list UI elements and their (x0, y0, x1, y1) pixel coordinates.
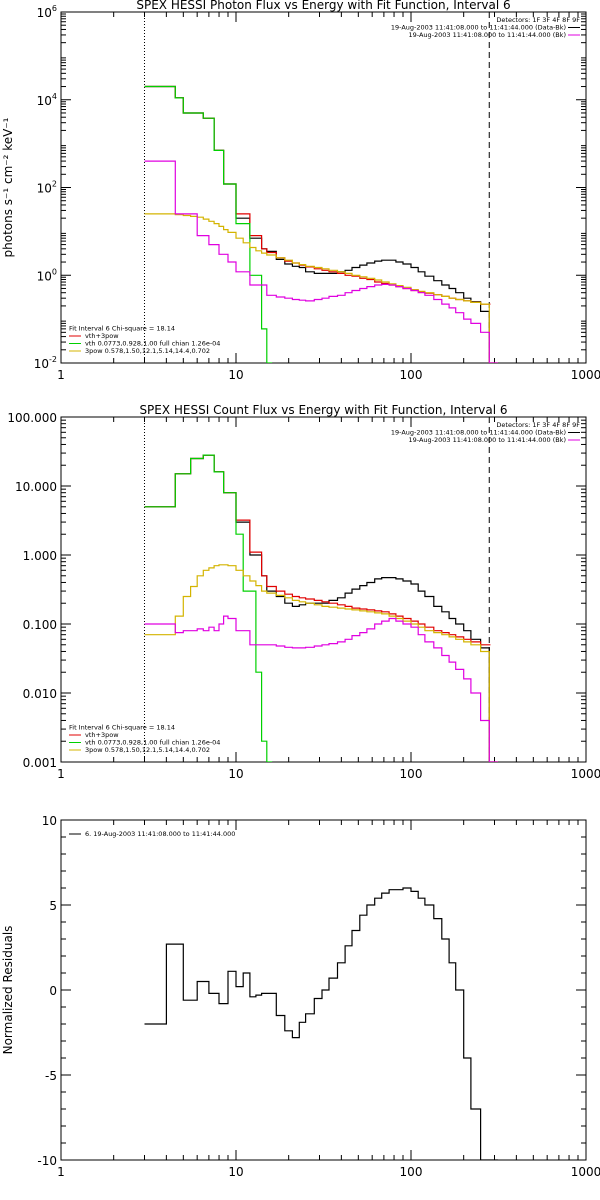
series-line-4 (144, 615, 498, 762)
y-tick-label: 10 (42, 814, 57, 828)
photon-flux-panel: SPEX HESSI Photon Flux vs Energy with Fi… (1, 0, 600, 382)
legend-entry: Fit Interval 6 Chi-square = 18.14 (69, 724, 175, 732)
x-tick-label: 10 (228, 1165, 243, 1179)
legend-entry: 19-Aug-2003 11:41:08.000 to 11:41:44.000… (409, 436, 566, 444)
y-tick-label: 100.000 (7, 411, 57, 425)
legend-entry: Detectors: 1F 3F 4F 8F 9F (496, 16, 580, 24)
series-group (144, 85, 498, 363)
series-line-2 (144, 454, 273, 762)
axes-frame (60, 11, 587, 364)
chart-title: SPEX HESSI Count Flux vs Energy with Fit… (139, 403, 507, 417)
x-tick-label: 100 (400, 767, 423, 781)
y-axis-label: photons s⁻¹ cm⁻² keV⁻¹ (1, 117, 15, 257)
legend-entry: vth+3pow (85, 731, 119, 739)
y-tick-label: 0.010 (23, 687, 57, 701)
x-tick-label: 1000 (571, 1165, 600, 1179)
legend-entry: 3pow 0.578,1.50,12.1,5.14,14.4,0.702 (85, 347, 210, 355)
legend-entry: 19-Aug-2003 11:41:08.000 to 11:41:44.000… (409, 31, 566, 39)
x-tick-label: 1 (57, 1165, 65, 1179)
x-tick-label: 10 (228, 767, 243, 781)
y-tick-label: 0.100 (23, 618, 57, 632)
axes-frame (60, 416, 587, 763)
y-axis-label: Normalized Residuals (1, 926, 15, 1055)
series-line-2 (144, 85, 273, 363)
legend-entry: 3pow 0.578,1.50,12.1,5.14,14.4,0.702 (85, 746, 210, 754)
chart-title: SPEX HESSI Photon Flux vs Energy with Fi… (136, 0, 510, 12)
legend-entry: vth 0.0773,0.928,1.00 full chian 1.26e-0… (85, 340, 220, 348)
y-tick-label: 104 (37, 92, 57, 108)
legend-entry: 19-Aug-2003 11:41:08.000 to 11:41:44.000… (391, 24, 566, 32)
y-tick-label: 10.000 (15, 480, 57, 494)
y-tick-label: 5 (49, 899, 57, 913)
series-line-1 (144, 85, 491, 305)
x-tick-label: 1000 (571, 767, 600, 781)
y-tick-label: -5 (45, 1069, 57, 1083)
legend-entry: 6. 19-Aug-2003 11:41:08.000 to 11:41:44.… (85, 830, 235, 838)
y-tick-label: 0.001 (23, 756, 57, 770)
y-tick-label: -10 (37, 1154, 57, 1168)
x-tick-label: 100 (400, 1165, 423, 1179)
y-tick-label: 0 (49, 984, 57, 998)
legend-entry: vth+3pow (85, 332, 119, 340)
y-tick-label: 106 (37, 4, 57, 20)
count-flux-panel: SPEX HESSI Count Flux vs Energy with Fit… (7, 403, 600, 781)
series-line-3 (144, 213, 498, 363)
y-tick-label: 100 (37, 267, 57, 283)
series-line-1 (144, 454, 491, 646)
series-line-0 (144, 887, 498, 1160)
series-line-4 (144, 160, 498, 363)
y-tick-label: 102 (37, 180, 57, 196)
legend-entry: Fit Interval 6 Chi-square = 18.14 (69, 325, 175, 333)
residuals-panel: 1 10 100 1000 -10 -5 0 5 10 Normalized Residuals 6… (1, 814, 600, 1179)
x-tick-label: 1 (57, 767, 65, 781)
x-tick-label: 10 (228, 368, 243, 382)
series-group (144, 887, 498, 1160)
y-tick-label: 1.000 (23, 549, 57, 563)
series-line-0 (144, 454, 498, 762)
y-tick-label: 10-2 (34, 355, 57, 371)
series-line-3 (144, 564, 498, 762)
legend-entry: Detectors: 1F 3F 4F 8F 9F (496, 421, 580, 429)
x-tick-label: 100 (400, 368, 423, 382)
legend-entry: 19-Aug-2003 11:41:08.000 to 11:41:44.000… (391, 429, 566, 437)
x-tick-label: 1 (57, 368, 65, 382)
legend-entry: vth 0.0773,0.928,1.00 full chian 1.26e-0… (85, 739, 220, 747)
series-group (144, 454, 498, 762)
x-tick-label: 1000 (571, 368, 600, 382)
